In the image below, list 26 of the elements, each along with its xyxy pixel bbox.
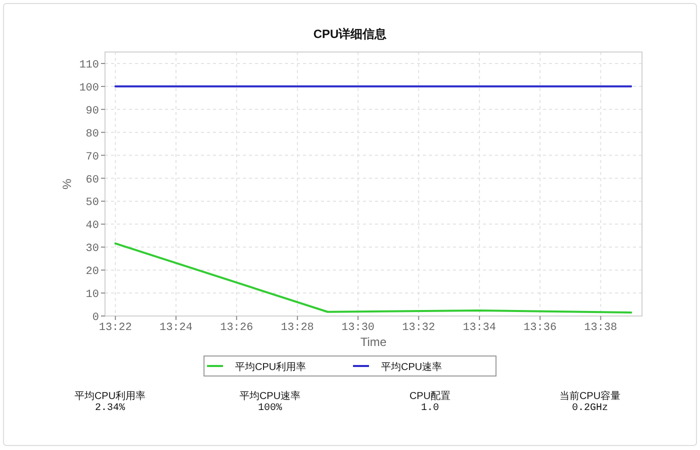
x-tick-label: 13:22: [98, 322, 132, 334]
x-tick-label: 13:24: [159, 322, 193, 334]
y-tick-label: 30: [86, 243, 99, 256]
x-tick-label: 13:28: [280, 322, 314, 334]
x-tick-label: 13:34: [462, 322, 496, 334]
y-tick-label: 80: [86, 128, 99, 140]
y-tick-label: 20: [86, 266, 99, 278]
y-tick-label: 70: [86, 151, 99, 164]
chart-title: CPU详细信息: [313, 27, 388, 41]
legend-label: 平均CPU利用率: [235, 361, 306, 373]
x-tick-label: 13:38: [584, 322, 618, 334]
y-tick-label: 0: [92, 312, 99, 324]
y-tick-label: 60: [86, 174, 99, 186]
x-tick-label: 13:26: [220, 322, 254, 334]
legend-label: 平均CPU速率: [381, 361, 442, 373]
y-tick-label: 10: [86, 289, 99, 302]
y-tick-label: 110: [79, 59, 99, 72]
x-tick-label: 13:32: [402, 322, 436, 334]
x-tick-label: 13:30: [342, 322, 375, 334]
x-tick-label: 13:36: [524, 322, 557, 334]
y-tick-label: 50: [86, 197, 99, 210]
y-tick-label: 40: [86, 220, 99, 232]
y-tick-label: 100: [79, 82, 99, 94]
y-tick-label: 90: [86, 105, 99, 118]
y-axis-title: %: [60, 178, 74, 190]
x-axis-title: Time: [360, 335, 387, 349]
